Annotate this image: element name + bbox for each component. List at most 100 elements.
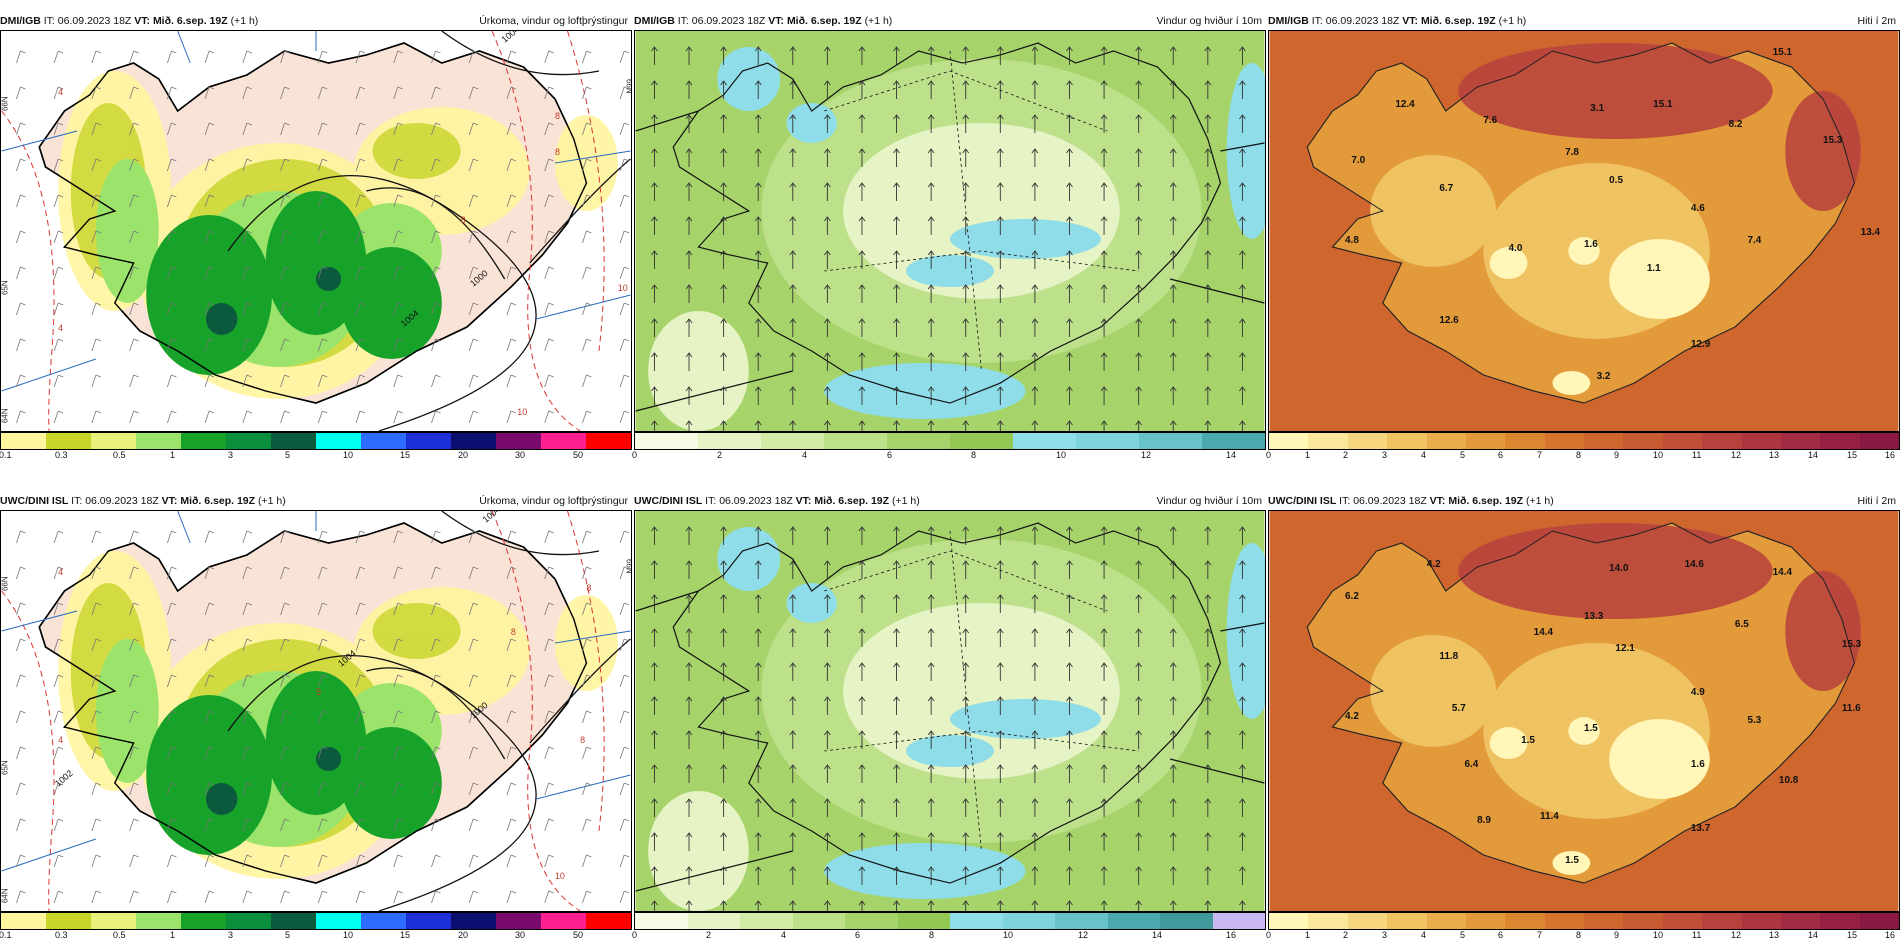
colorbar-ticks: 0 2 4 6 8 10 12 14 xyxy=(632,450,1266,462)
colorbar-ticks: 0.1 0.3 0.5 1 3 5 10 15 20 30 50 xyxy=(0,930,632,942)
temperature-value: 5.3 xyxy=(1748,715,1762,726)
colorbar-swatch xyxy=(1662,913,1703,929)
panel-header: UWC/DINI ISL IT: 06.09.2023 18Z VT: Mið.… xyxy=(634,492,1266,510)
colorbar-tick-label: 16 xyxy=(1885,450,1896,460)
field-title: Úrkoma, vindur og loftþrýstingur xyxy=(479,15,628,27)
colorbar-tick-label: 2 xyxy=(706,930,712,940)
vt-label: VT: xyxy=(134,15,151,27)
colorbar-tick-label: 50 xyxy=(573,450,584,460)
colorbar-swatch xyxy=(541,913,586,929)
colorbar-tick-label: 8 xyxy=(1576,930,1582,940)
colorbar-swatch xyxy=(1741,433,1781,449)
colorbar-swatch xyxy=(1139,433,1202,449)
colorbar-tick-label: 0 xyxy=(1266,450,1272,460)
colorbar-swatch xyxy=(271,913,316,929)
colorbar-tick-label: 0.5 xyxy=(113,930,126,940)
colorbar-swatch xyxy=(1426,433,1466,449)
colorbar-swatch xyxy=(1544,433,1584,449)
colorbar-tick-label: 6 xyxy=(1498,930,1504,940)
colorbar-swatch xyxy=(586,913,631,929)
colorbar-tick-label: 12 xyxy=(1731,930,1742,940)
temperature-value: 13.3 xyxy=(1584,611,1604,622)
colorbar-swatch xyxy=(1,913,46,929)
valid-time: Mið. 6.sep. 19Z xyxy=(814,495,890,507)
colorbar-tick-label: 0.3 xyxy=(55,930,68,940)
temperature-value: 11.8 xyxy=(1439,651,1458,662)
colorbar-tick-label: 10 xyxy=(343,930,354,940)
colorbar-swatch xyxy=(1202,433,1265,449)
colorbar-tick-label: 12 xyxy=(1078,930,1089,940)
colorbar-swatch xyxy=(1055,913,1108,929)
colorbar-swatch xyxy=(1859,913,1899,929)
colorbar-swatch xyxy=(1780,913,1821,929)
model-name: UWC/DINI ISL xyxy=(1268,495,1337,507)
colorbar-tick-label: 1 xyxy=(170,930,176,940)
colorbar-tick-label: 0.1 xyxy=(0,450,12,460)
colorbar-swatch xyxy=(1702,433,1742,449)
lat-label: 66N xyxy=(624,559,631,574)
map-canvas: 1004 1004 1000 4 4 8 8 8 10 10 66N 65N 64N 66N xyxy=(0,30,632,432)
colorbar-ticks: 0 1 2 3 4 5 6 7 8 9 10 11 12 13 14 15 16 xyxy=(1266,450,1900,462)
colorbar-swatch xyxy=(136,913,181,929)
colorbar-tick-label: 4 xyxy=(802,450,808,460)
colorbar-swatch xyxy=(271,433,316,449)
colorbar-tick-label: 5 xyxy=(1460,930,1466,940)
colorbar xyxy=(0,432,632,450)
temp-contour-label: 8 xyxy=(586,583,591,593)
colorbar-ticks: 0 1 2 3 4 5 6 7 8 9 10 11 12 13 14 15 16 xyxy=(1266,930,1900,942)
temperature-value: 8.2 xyxy=(1729,119,1743,130)
temp-contour-label: 4 xyxy=(58,567,63,577)
temperature-value: 4.8 xyxy=(1345,235,1359,246)
colorbar-swatch xyxy=(1505,433,1545,449)
colorbar-tick-label: 6 xyxy=(855,930,861,940)
colorbar-swatch xyxy=(1269,433,1309,449)
temperature-value: 4.9 xyxy=(1691,687,1705,698)
colorbar-tick-label: 12 xyxy=(1731,450,1742,460)
lat-label: 66N xyxy=(1,576,10,591)
temperature-value: 12.9 xyxy=(1691,339,1711,350)
colorbar-tick-label: 30 xyxy=(515,930,526,940)
temperature-value: 4.2 xyxy=(1345,711,1359,722)
colorbar-swatch xyxy=(91,913,136,929)
temperature-value: 14.4 xyxy=(1773,567,1793,578)
colorbar-tick-label: 4 xyxy=(781,930,787,940)
temperature-value: 6.2 xyxy=(1345,591,1359,602)
lead-time: (+1 h) xyxy=(1525,495,1554,507)
lead-time: (+1 h) xyxy=(230,15,259,27)
map-canvas: 4.2 14.0 14.6 14.4 6.2 13.3 14.4 6.5 15.3 11.8 12.… xyxy=(1268,510,1900,912)
temperature-value: 10.8 xyxy=(1779,775,1799,786)
colorbar-swatch xyxy=(1584,433,1624,449)
colorbar-tick-label: 3 xyxy=(1382,450,1388,460)
field-title: Vindur og hviður í 10m xyxy=(1156,15,1262,27)
temperature-value: 6.4 xyxy=(1465,759,1479,770)
init-time: 06.09.2023 18Z xyxy=(691,15,766,27)
temperature-value: 15.1 xyxy=(1773,47,1793,58)
temperature-value: 4.2 xyxy=(1427,559,1441,570)
colorbar-swatch xyxy=(1780,433,1821,449)
lead-time: (+1 h) xyxy=(864,15,893,27)
temperature-value: 15.3 xyxy=(1842,639,1862,650)
colorbar-tick-label: 10 xyxy=(1056,450,1067,460)
colorbar-swatch xyxy=(46,913,91,929)
colorbar-swatch xyxy=(361,913,406,929)
colorbar-tick-label: 5 xyxy=(1460,450,1466,460)
map-panel-wind: DMI/IGB IT: 06.09.2023 18Z VT: Mið. 6.se… xyxy=(632,12,1266,464)
map-canvas xyxy=(634,30,1266,432)
colorbar-swatch xyxy=(698,433,761,449)
temp-contour-label: 10 xyxy=(555,871,565,881)
colorbar-swatch xyxy=(1584,913,1624,929)
temp-contour-label: 10 xyxy=(618,283,628,293)
temperature-value: 8.9 xyxy=(1477,815,1491,826)
vt-label: VT: xyxy=(795,495,812,507)
temp-contour-label: 4 xyxy=(58,735,63,745)
colorbar-swatch xyxy=(887,433,950,449)
colorbar-swatch xyxy=(1308,433,1348,449)
temp-contour-label: 8 xyxy=(580,735,585,745)
colorbar-tick-label: 5 xyxy=(285,450,291,460)
it-label: IT: xyxy=(1339,495,1351,507)
valid-time: Mið. 6.sep. 19Z xyxy=(180,495,256,507)
colorbar-swatch xyxy=(541,433,586,449)
map-panel-precip: UWC/DINI ISL IT: 06.09.2023 18Z VT: Mið.… xyxy=(0,492,632,944)
colorbar-tick-label: 3 xyxy=(228,930,234,940)
model-name: DMI/IGB xyxy=(0,15,41,27)
